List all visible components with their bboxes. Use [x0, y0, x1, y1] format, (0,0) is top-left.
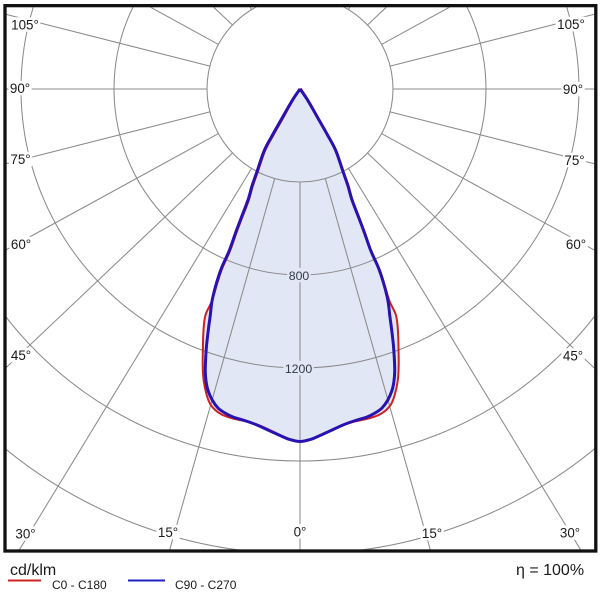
svg-text:75°: 75°	[10, 152, 30, 167]
svg-text:105°: 105°	[11, 17, 39, 32]
svg-text:30°: 30°	[15, 526, 35, 541]
svg-text:90°: 90°	[563, 82, 583, 97]
svg-text:cd/klm: cd/klm	[10, 562, 56, 579]
svg-text:30°: 30°	[560, 525, 580, 540]
svg-text:0°: 0°	[294, 524, 307, 539]
svg-text:60°: 60°	[566, 237, 586, 252]
svg-text:45°: 45°	[563, 348, 583, 363]
svg-text:1200: 1200	[285, 362, 313, 376]
svg-text:15°: 15°	[422, 526, 442, 541]
svg-text:800: 800	[289, 269, 310, 283]
svg-text:C90 - C270: C90 - C270	[175, 578, 237, 592]
svg-text:η = 100%: η = 100%	[516, 562, 584, 579]
svg-text:15°: 15°	[158, 525, 178, 540]
svg-text:45°: 45°	[11, 348, 31, 363]
svg-text:60°: 60°	[11, 237, 31, 252]
svg-text:75°: 75°	[564, 153, 584, 168]
svg-text:C0 - C180: C0 - C180	[52, 578, 107, 592]
svg-text:90°: 90°	[10, 81, 30, 96]
svg-text:105°: 105°	[557, 17, 585, 32]
